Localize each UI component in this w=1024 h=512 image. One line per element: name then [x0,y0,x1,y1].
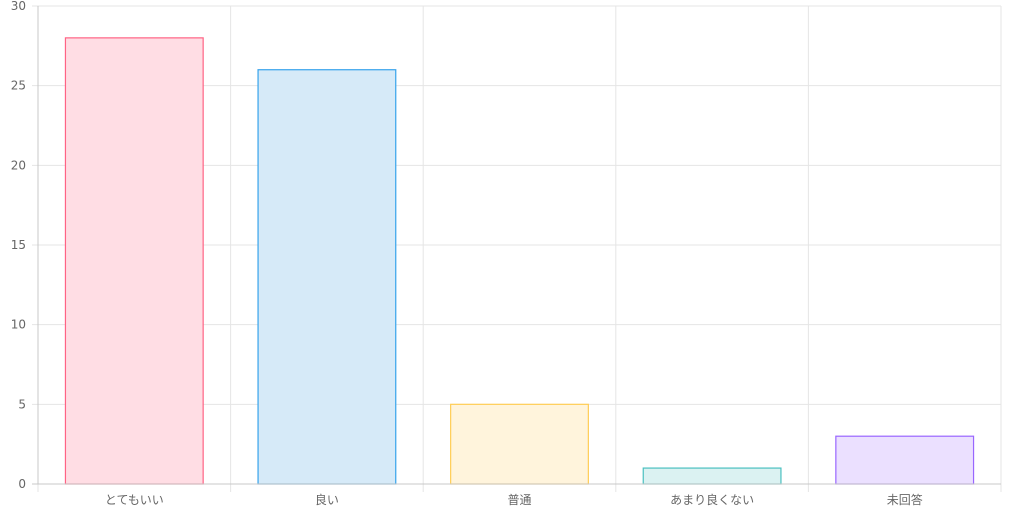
x-tick-label: 普通 [507,493,531,507]
y-tick-label: 15 [11,238,26,252]
x-tick-label: 良い [315,492,339,507]
bar-2 [257,69,397,485]
y-tick-label: 25 [11,79,26,93]
y-tick-label: 20 [11,158,26,172]
bar-3 [450,403,589,485]
y-tick-label: 10 [11,318,26,332]
bars [64,37,975,485]
x-tick-label: あまり良くない [670,492,754,507]
bar-1 [64,37,204,485]
y-tick-label: 5 [18,397,26,411]
bar-5 [835,435,975,485]
x-tick-label: 未回答 [887,492,923,507]
axes [32,6,1001,485]
x-tick-label: とてもいい [105,493,164,507]
y-tick-label: 30 [11,0,26,13]
bar-4 [642,467,782,485]
y-tick-label: 0 [18,477,26,491]
axis-labels: 0 5 10 15 20 25 30 とてもいい 良い 普通 あまり良くない 未回答 [11,0,923,507]
